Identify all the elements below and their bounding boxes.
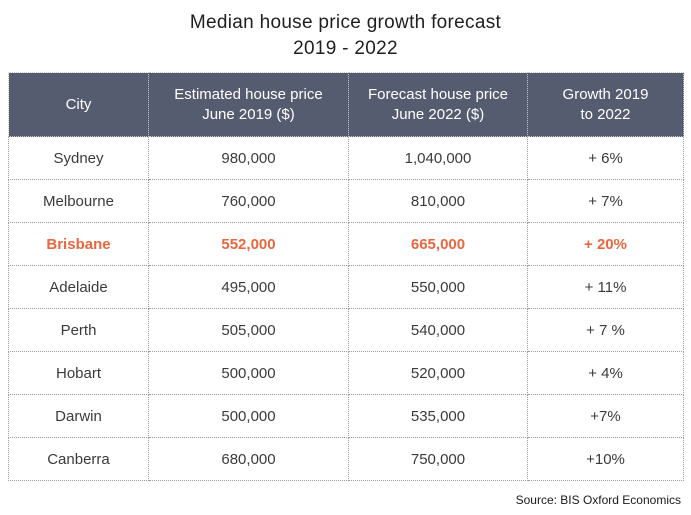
title-line-1: Median house price growth forecast <box>189 12 502 33</box>
value-cell: +7% <box>527 394 684 439</box>
table-row: Melbourne 760,000 810,000 + 7% <box>8 179 684 224</box>
header-line: June 2019 ($) <box>202 105 295 123</box>
page-title: Median house price growth forecast 2019 … <box>0 0 691 62</box>
value-cell: + 11% <box>527 265 684 310</box>
header-line: Estimated house price <box>174 85 323 103</box>
header-line: City <box>65 95 92 113</box>
value-cell: 495,000 <box>148 265 349 310</box>
header-line: Growth 2019 <box>562 85 649 103</box>
table-row: Darwin 500,000 535,000 +7% <box>8 394 684 439</box>
header-row: City Estimated house price June 2019 ($)… <box>8 72 684 138</box>
city-cell: Perth <box>8 308 149 353</box>
value-cell: 505,000 <box>148 308 349 353</box>
value-cell: 550,000 <box>348 265 528 310</box>
city-cell: Sydney <box>8 136 149 181</box>
table-row: Hobart 500,000 520,000 + 4% <box>8 351 684 396</box>
table-row: Perth 505,000 540,000 + 7 % <box>8 308 684 353</box>
header-line: to 2022 <box>580 105 631 123</box>
value-cell: 500,000 <box>148 394 349 439</box>
header-growth: Growth 2019 to 2022 <box>527 72 684 138</box>
value-cell: 760,000 <box>148 179 349 224</box>
city-cell: Hobart <box>8 351 149 396</box>
city-cell: Darwin <box>8 394 149 439</box>
value-cell: 540,000 <box>348 308 528 353</box>
header-line: Forecast house price <box>367 85 509 103</box>
value-cell: 500,000 <box>148 351 349 396</box>
city-cell: Adelaide <box>8 265 149 310</box>
city-cell: Brisbane <box>8 222 149 267</box>
value-cell: + 20% <box>527 222 684 267</box>
house-price-table: City Estimated house price June 2019 ($)… <box>8 72 684 482</box>
table-row: Brisbane 552,000 665,000 + 20% <box>8 222 684 267</box>
header-line: June 2022 ($) <box>391 105 485 123</box>
title-line-2: 2019 - 2022 <box>293 38 398 60</box>
value-cell: 980,000 <box>148 136 349 181</box>
value-cell: 1,040,000 <box>348 136 528 181</box>
table-row: Sydney 980,000 1,040,000 + 6% <box>8 136 684 181</box>
table-row: Canberra 680,000 750,000 +10% <box>8 437 684 482</box>
value-cell: + 7% <box>527 179 684 224</box>
table-row: Adelaide 495,000 550,000 + 11% <box>8 265 684 310</box>
value-cell: + 7 % <box>527 308 684 353</box>
value-cell: 665,000 <box>348 222 528 267</box>
header-city: City <box>8 72 149 138</box>
value-cell: 810,000 <box>348 179 528 224</box>
header-estimated-price: Estimated house price June 2019 ($) <box>148 72 349 138</box>
value-cell: 750,000 <box>348 437 528 482</box>
city-cell: Melbourne <box>8 179 149 224</box>
header-forecast-price: Forecast house price June 2022 ($) <box>348 72 528 138</box>
value-cell: 535,000 <box>348 394 528 439</box>
source-caption: Source: BIS Oxford Economics <box>515 493 681 507</box>
city-cell: Canberra <box>8 437 149 482</box>
value-cell: 520,000 <box>348 351 528 396</box>
value-cell: + 4% <box>527 351 684 396</box>
value-cell: 552,000 <box>148 222 349 267</box>
value-cell: + 6% <box>527 136 684 181</box>
value-cell: 680,000 <box>148 437 349 482</box>
value-cell: +10% <box>527 437 684 482</box>
